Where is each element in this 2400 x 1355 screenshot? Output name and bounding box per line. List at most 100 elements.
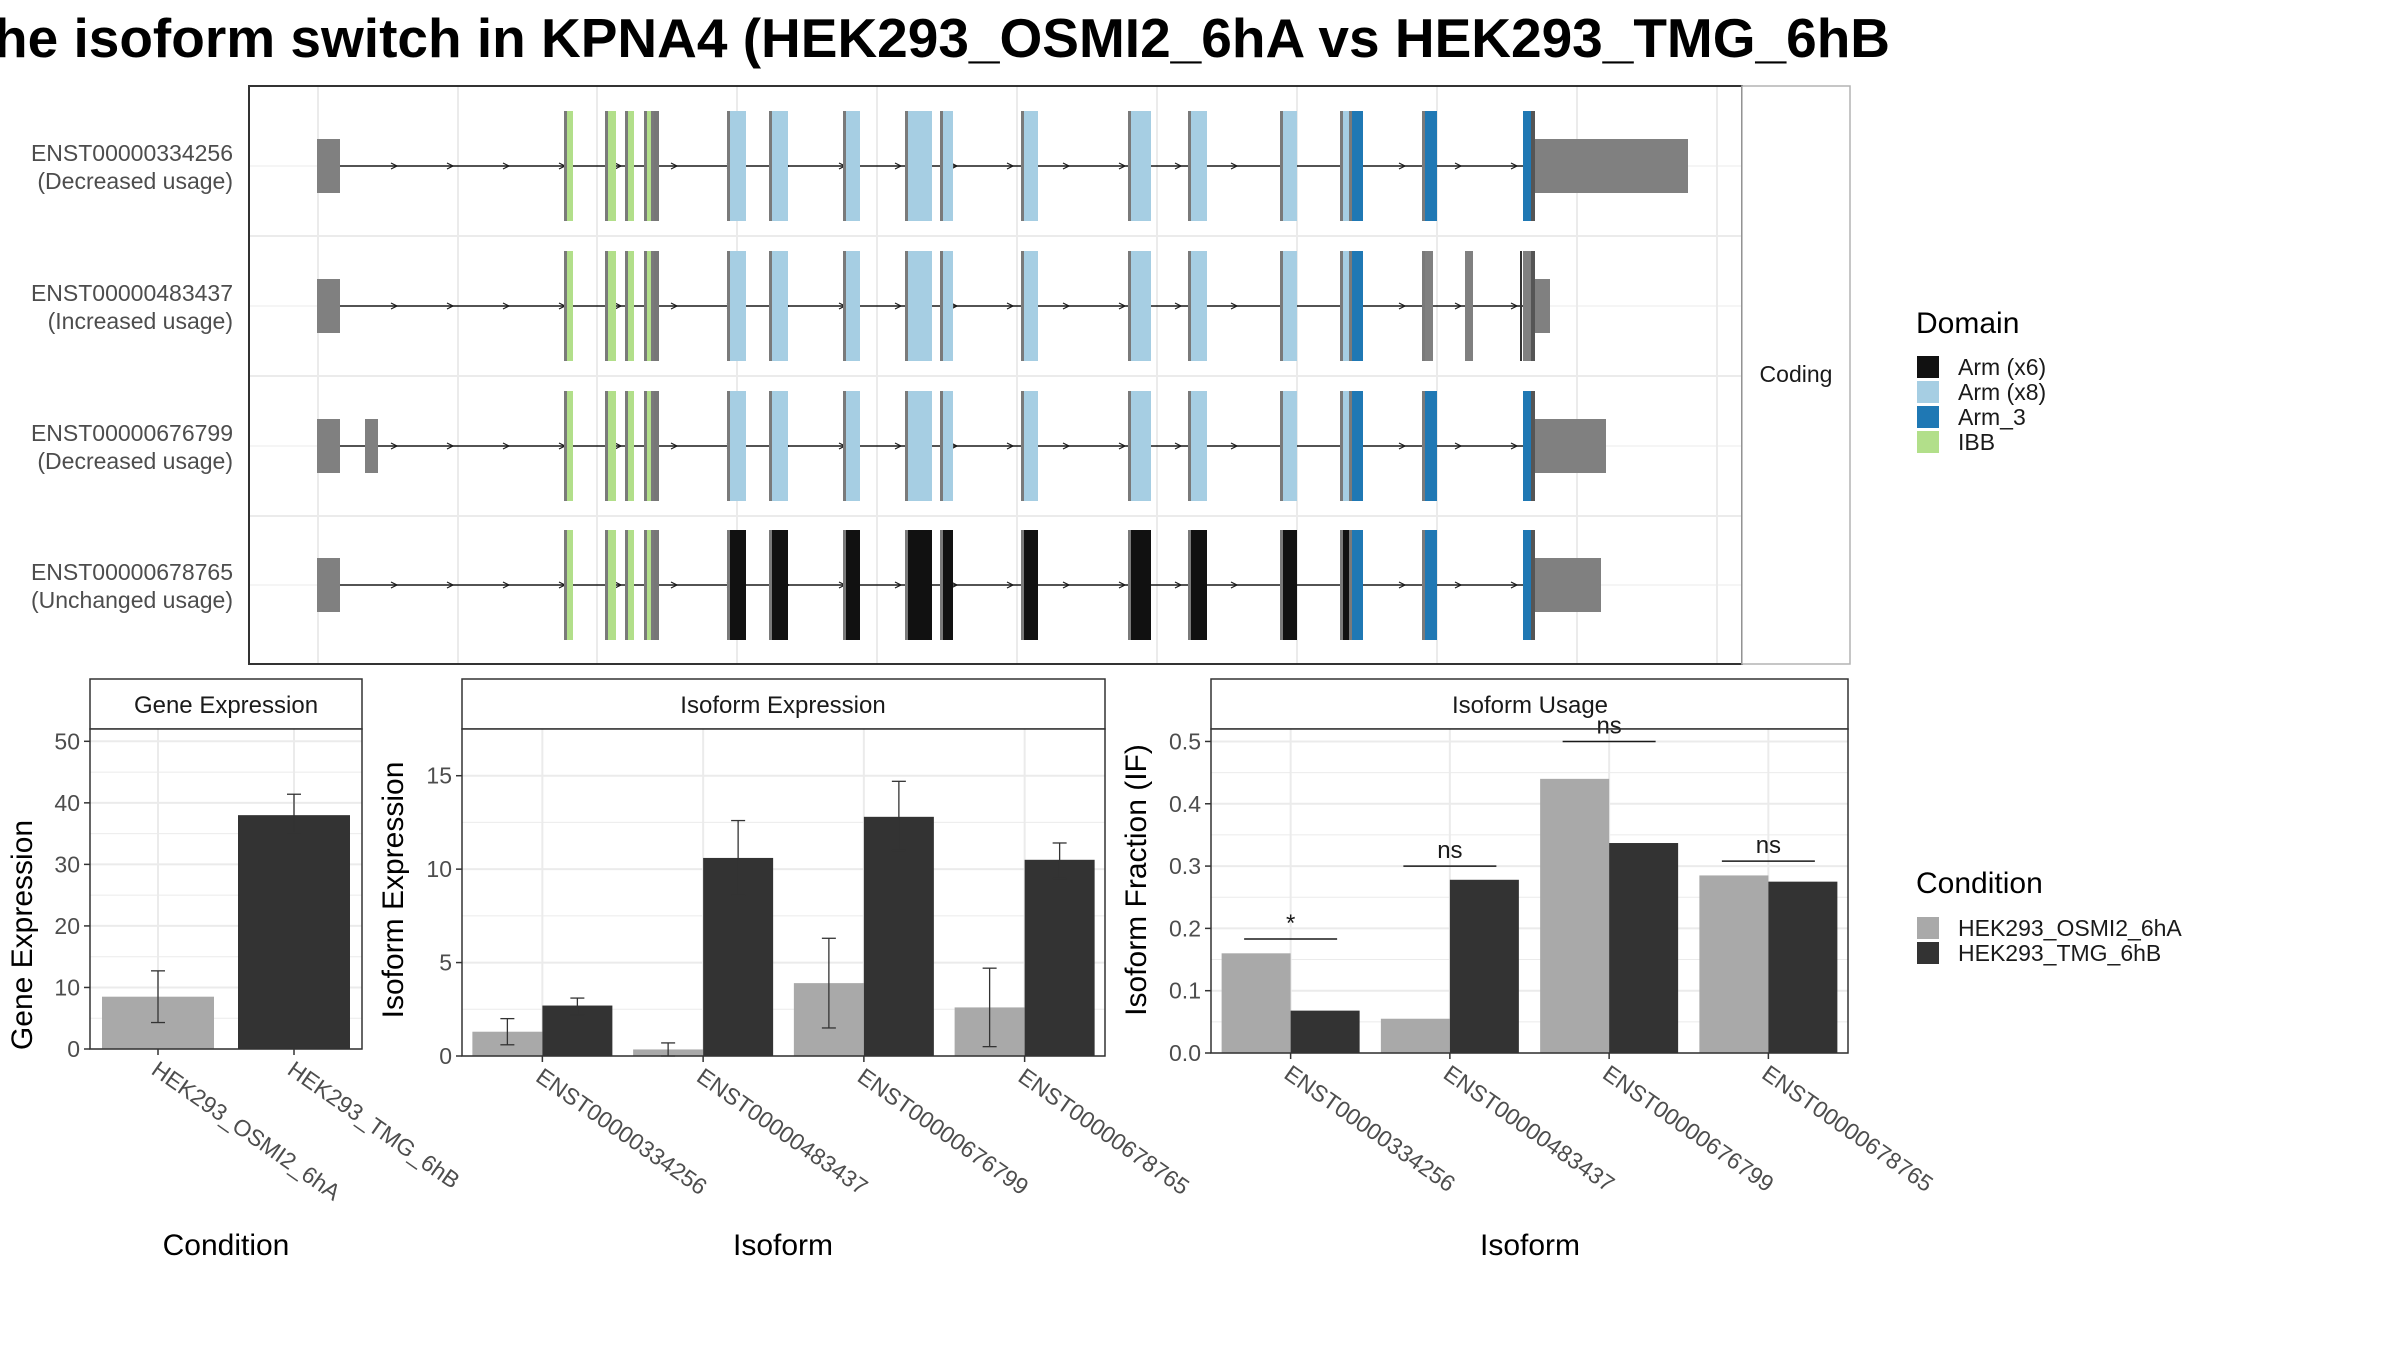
coding-exon bbox=[943, 111, 953, 221]
direction-arrow bbox=[670, 162, 679, 170]
direction-arrow bbox=[1398, 302, 1407, 310]
bar bbox=[1609, 843, 1679, 1053]
exon-edge bbox=[1128, 111, 1131, 221]
coding-exon bbox=[654, 530, 659, 640]
exon-edge bbox=[644, 251, 647, 361]
coding-exon bbox=[647, 391, 653, 501]
coding-exon bbox=[608, 251, 616, 361]
exon-edge bbox=[843, 251, 846, 361]
coding-exon bbox=[1024, 251, 1038, 361]
x-tick-label: ENST00000334256 bbox=[1280, 1060, 1460, 1197]
direction-arrow bbox=[1230, 162, 1239, 170]
exon-edge bbox=[1021, 391, 1024, 501]
gene-expression-xlabel: Condition bbox=[163, 1229, 290, 1262]
bar bbox=[238, 815, 350, 1049]
utr-exon bbox=[317, 419, 340, 473]
exon-edge bbox=[727, 391, 730, 501]
coding-exon bbox=[943, 251, 953, 361]
coding-exon bbox=[730, 251, 746, 361]
coding-exon bbox=[1523, 111, 1531, 221]
coding-exon bbox=[628, 251, 634, 361]
exon-edge bbox=[1349, 111, 1352, 221]
y-tick-label: 40 bbox=[54, 790, 80, 816]
domain-legend-label: Arm (x6) bbox=[1958, 354, 2046, 380]
utr-exon bbox=[1535, 279, 1550, 333]
utr-exon bbox=[1465, 251, 1473, 361]
coding-exon bbox=[772, 391, 788, 501]
direction-arrow bbox=[1454, 302, 1463, 310]
coding-exon bbox=[1352, 391, 1363, 501]
isoform-expression-panel: Isoform Expression Isoform Isoform Expre… bbox=[377, 678, 1194, 1262]
exon-edge bbox=[1188, 251, 1191, 361]
exon-edge bbox=[1280, 111, 1283, 221]
bar bbox=[1380, 1018, 1450, 1053]
coding-exon bbox=[628, 391, 634, 501]
y-tick-label: 0.4 bbox=[1169, 791, 1201, 817]
transcript-structure-panel: Coding ENST00000334256(Decreased usage)E… bbox=[31, 85, 1851, 665]
x-tick-label: ENST00000678765 bbox=[1014, 1063, 1194, 1200]
x-tick-label: ENST00000483437 bbox=[1439, 1060, 1619, 1197]
isoform-id-label: ENST00000676799 bbox=[31, 420, 233, 446]
exon-edge bbox=[1340, 391, 1343, 501]
direction-arrow bbox=[894, 581, 903, 589]
coding-exon bbox=[943, 530, 953, 640]
coding-exon bbox=[567, 391, 573, 501]
exon-edge bbox=[769, 530, 772, 640]
y-tick-label: 30 bbox=[54, 851, 80, 877]
coding-exon bbox=[846, 530, 860, 640]
coding-exon bbox=[628, 111, 634, 221]
direction-arrow bbox=[502, 302, 511, 310]
direction-arrow bbox=[1118, 162, 1127, 170]
exon-edge bbox=[1188, 530, 1191, 640]
y-tick-label: 0 bbox=[67, 1036, 80, 1062]
isoform-usage-label: (Increased usage) bbox=[48, 308, 233, 334]
coding-exon bbox=[1283, 111, 1297, 221]
exon-edge bbox=[605, 391, 608, 501]
y-tick-label: 10 bbox=[426, 856, 452, 882]
direction-arrow bbox=[1454, 581, 1463, 589]
coding-exon bbox=[1024, 111, 1038, 221]
coding-exon bbox=[772, 111, 788, 221]
exon-edge bbox=[1531, 391, 1535, 501]
isoform-usage-strip bbox=[1210, 678, 1849, 730]
coding-exon bbox=[654, 111, 659, 221]
direction-arrow bbox=[1510, 581, 1519, 589]
coding-exon bbox=[908, 111, 932, 221]
coding-exon bbox=[846, 251, 860, 361]
x-tick-label: ENST00000676799 bbox=[1598, 1060, 1778, 1197]
plot-area: 051015ENST00000334256ENST00000483437ENST… bbox=[426, 728, 1194, 1200]
coding-exon bbox=[1024, 530, 1038, 640]
structure-tracks bbox=[317, 111, 1688, 640]
direction-arrow bbox=[390, 442, 399, 450]
coding-exon bbox=[1131, 391, 1151, 501]
coding-exon bbox=[1191, 251, 1207, 361]
direction-arrow bbox=[502, 162, 511, 170]
direction-arrow bbox=[502, 442, 511, 450]
exon-edge bbox=[644, 391, 647, 501]
utr-exon bbox=[365, 419, 378, 473]
domain-legend-key bbox=[1917, 431, 1939, 453]
exon-edge bbox=[843, 530, 846, 640]
direction-arrow bbox=[390, 162, 399, 170]
exon-edge bbox=[905, 251, 908, 361]
domain-legend-key bbox=[1917, 381, 1939, 403]
isoform-expression-xlabel: Isoform bbox=[733, 1229, 833, 1262]
exon-edge bbox=[1128, 530, 1131, 640]
direction-arrow bbox=[1230, 302, 1239, 310]
direction-arrow bbox=[1174, 581, 1183, 589]
exon-edge bbox=[905, 391, 908, 501]
exon-edge bbox=[1422, 111, 1425, 221]
direction-arrow bbox=[1118, 302, 1127, 310]
y-tick-label: 0.2 bbox=[1169, 915, 1201, 941]
x-tick-label: ENST00000678765 bbox=[1758, 1060, 1938, 1197]
direction-arrow bbox=[1062, 581, 1071, 589]
exon-edge bbox=[1280, 530, 1283, 640]
utr-exon bbox=[1535, 558, 1601, 612]
exon-edge bbox=[1280, 251, 1283, 361]
isoform-row-labels: ENST00000334256(Decreased usage)ENST0000… bbox=[31, 140, 233, 613]
coding-exon bbox=[1523, 391, 1531, 501]
domain-legend-key bbox=[1917, 406, 1939, 428]
bar bbox=[1221, 953, 1291, 1053]
exon-edge bbox=[651, 251, 654, 361]
coding-exon bbox=[654, 391, 659, 501]
